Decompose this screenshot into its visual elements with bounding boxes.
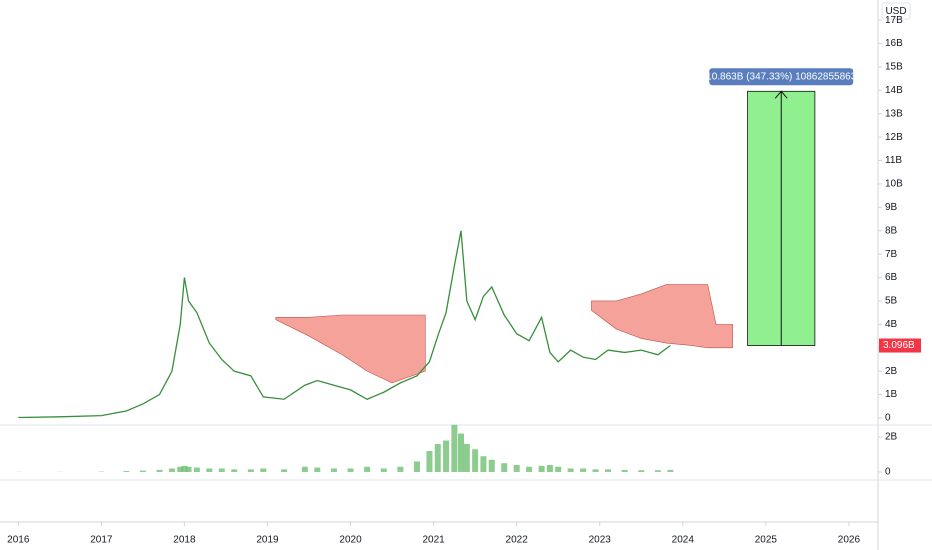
y-tick-label: 9B bbox=[885, 202, 898, 213]
y-tick-label: 8B bbox=[885, 225, 898, 236]
volume-bar bbox=[206, 468, 213, 472]
y-tick-label: 5B bbox=[885, 296, 898, 307]
volume-bar bbox=[513, 464, 520, 472]
cloud bbox=[275, 314, 426, 384]
volume-bar bbox=[654, 470, 661, 472]
volume-bar bbox=[458, 433, 465, 472]
x-tick-label: 2026 bbox=[838, 535, 861, 546]
currency[interactable]: USD bbox=[885, 6, 906, 17]
volume-bar bbox=[567, 468, 574, 472]
volume-bar bbox=[526, 466, 533, 472]
measure-label-box bbox=[709, 68, 854, 86]
volume-bar bbox=[413, 461, 420, 472]
volume-bar bbox=[621, 469, 628, 472]
volume-bar bbox=[546, 464, 553, 472]
volume-bar bbox=[185, 466, 192, 472]
volume-bar bbox=[538, 465, 545, 472]
volume-bar bbox=[301, 466, 308, 472]
y-tick-label: 6B bbox=[885, 272, 898, 283]
volume-bar bbox=[434, 444, 441, 472]
volume-bar bbox=[638, 470, 645, 472]
y-tick-label: 13B bbox=[885, 108, 903, 119]
volume-bar bbox=[555, 466, 562, 472]
currency-box[interactable] bbox=[881, 2, 911, 20]
volume-bar bbox=[260, 468, 267, 472]
y-tick-label: 16B bbox=[885, 38, 903, 49]
x-tick-label: 2022 bbox=[506, 535, 529, 546]
volume-bar bbox=[426, 451, 433, 472]
volume-bar bbox=[472, 449, 479, 472]
y-tick-label: 14B bbox=[885, 85, 903, 96]
y-tick-label: 15B bbox=[885, 62, 903, 73]
volume-bar bbox=[123, 471, 130, 472]
volume-bar bbox=[480, 456, 487, 472]
volume-bar bbox=[139, 470, 146, 472]
volume-bar bbox=[463, 444, 470, 472]
y-tick-label: 2B bbox=[885, 432, 898, 443]
y-tick-label: 2B bbox=[885, 366, 898, 377]
volume-bar bbox=[168, 468, 175, 472]
y-tick-label: 12B bbox=[885, 132, 903, 143]
y-tick-label: 7B bbox=[885, 249, 898, 260]
measure-label: 10.863B (347.33%) 10862855863 bbox=[706, 71, 857, 82]
volume-bar bbox=[193, 467, 200, 472]
volume-bar bbox=[177, 466, 184, 472]
measure-arrowhead bbox=[774, 90, 788, 99]
x-tick-label: 2019 bbox=[256, 535, 279, 546]
x-tick-label: 2021 bbox=[422, 535, 445, 546]
x-tick-label: 2016 bbox=[7, 535, 30, 546]
volume-bar bbox=[281, 469, 288, 472]
volume-bar bbox=[247, 469, 254, 472]
volume-bar bbox=[397, 466, 404, 472]
volume-bar bbox=[364, 466, 371, 472]
volume-bar bbox=[605, 469, 612, 472]
volume-bar bbox=[330, 468, 337, 472]
y-tick-label: 0 bbox=[885, 413, 891, 424]
volume-bar bbox=[181, 465, 188, 472]
volume-bar bbox=[347, 468, 354, 472]
y-tick-label: 1B bbox=[885, 389, 898, 400]
price-line bbox=[18, 230, 671, 419]
x-tick-label: 2025 bbox=[755, 535, 778, 546]
x-tick-label: 2018 bbox=[173, 535, 196, 546]
volume-bar bbox=[231, 469, 238, 472]
volume-bar bbox=[667, 469, 674, 472]
y-tick-label: 10B bbox=[885, 179, 903, 190]
volume-bar bbox=[314, 467, 321, 472]
x-tick-label: 2023 bbox=[589, 535, 612, 546]
cloud bbox=[591, 284, 733, 349]
last-price-label: 3.096B bbox=[883, 340, 915, 351]
x-tick-label: 2024 bbox=[672, 535, 695, 546]
y-tick-label: 11B bbox=[885, 155, 902, 166]
volume-bar bbox=[488, 459, 495, 472]
volume-bar bbox=[451, 424, 458, 472]
volume-bar bbox=[443, 440, 450, 472]
x-tick-label: 2020 bbox=[339, 535, 362, 546]
volume-bar bbox=[218, 468, 225, 472]
x-tick-label: 2017 bbox=[90, 535, 113, 546]
y-tick-label: 0 bbox=[885, 467, 891, 478]
volume-bar bbox=[156, 469, 163, 472]
volume-bar bbox=[580, 468, 587, 472]
y-tick-label: 17B bbox=[885, 15, 903, 26]
volume-bar bbox=[501, 463, 508, 472]
volume-bar bbox=[380, 468, 387, 472]
y-tick-label: 4B bbox=[885, 319, 898, 330]
volume-bar bbox=[592, 469, 599, 472]
last-price-box bbox=[879, 338, 921, 353]
